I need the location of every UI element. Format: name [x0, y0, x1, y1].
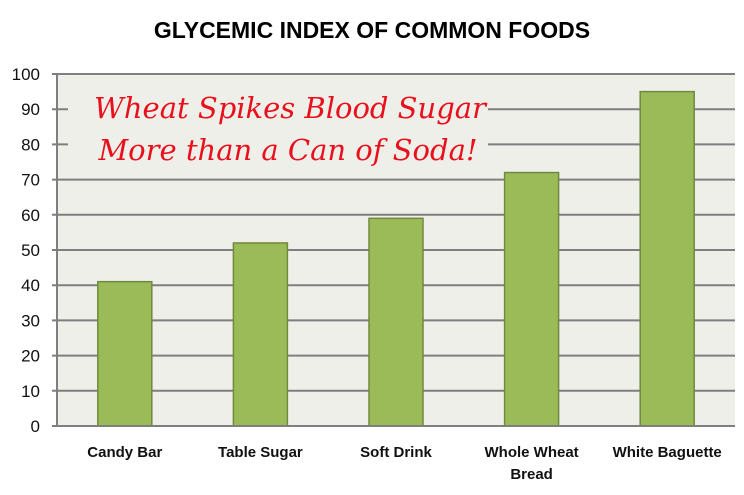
- y-tick-label: 0: [31, 417, 40, 436]
- y-tick-label: 70: [21, 171, 40, 190]
- y-tick-label: 10: [21, 382, 40, 401]
- y-tick-label: 40: [21, 276, 40, 295]
- bar: [503, 171, 560, 427]
- annotation-line-1: Wheat Spikes Blood Sugar: [94, 91, 488, 125]
- y-axis-ticks: 0 10 20 30 40 50 60 70 80 90 100: [12, 65, 40, 436]
- bar: [232, 242, 289, 427]
- x-tick-label: White Baguette: [613, 444, 722, 461]
- annotation-line-2: More than a Can of Soda!: [97, 133, 477, 167]
- y-tick-label: 50: [21, 241, 40, 260]
- x-tick-label: Soft Drink: [360, 444, 432, 461]
- x-axis-ticks: Candy Bar Table Sugar Soft Drink Whole Whea…: [87, 444, 722, 483]
- y-tick-label: 80: [21, 135, 40, 154]
- x-tick-label: Candy Bar: [87, 444, 162, 461]
- y-tick-label: 100: [12, 65, 40, 84]
- x-tick-label: Whole Wheat: [485, 444, 579, 461]
- bar: [97, 280, 153, 427]
- y-tick-label: 90: [21, 100, 40, 119]
- annotation-background: [68, 84, 488, 176]
- bar: [639, 90, 695, 427]
- bar: [368, 217, 424, 427]
- y-tick-label: 60: [21, 206, 40, 225]
- bars: [97, 90, 695, 427]
- y-tick-label: 30: [21, 311, 40, 330]
- x-tick-label: Bread: [510, 466, 553, 483]
- x-tick-label: Table Sugar: [218, 444, 303, 461]
- y-tick-label: 20: [21, 347, 40, 366]
- chart-title: GLYCEMIC INDEX OF COMMON FOODS: [154, 17, 590, 43]
